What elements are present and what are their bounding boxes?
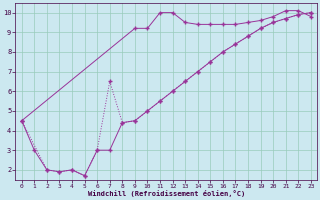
X-axis label: Windchill (Refroidissement éolien,°C): Windchill (Refroidissement éolien,°C) [88,190,245,197]
